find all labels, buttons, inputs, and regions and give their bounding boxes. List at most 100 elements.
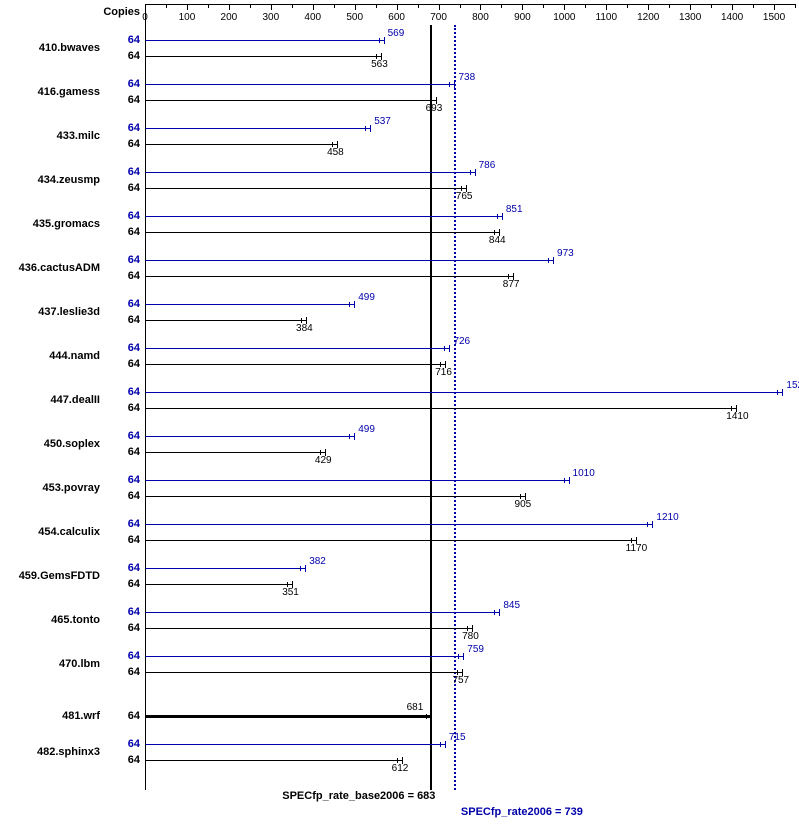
x-tick-label: 1400 <box>721 12 743 23</box>
bar-base <box>145 408 736 409</box>
x-tick <box>397 4 398 10</box>
peak-value: 569 <box>388 28 405 39</box>
x-tick-label: 700 <box>430 12 447 23</box>
copies-base: 64 <box>110 182 140 194</box>
copies-peak: 64 <box>110 298 140 310</box>
copies-base: 64 <box>110 710 140 722</box>
bar-peak-cap <box>454 81 455 88</box>
peak-value: 845 <box>503 600 520 611</box>
base-value: 905 <box>515 499 532 510</box>
bar-peak-cap <box>499 609 500 616</box>
bar-peak-cap <box>449 345 450 352</box>
bar-base <box>145 364 445 365</box>
bar-peak <box>145 40 384 41</box>
bar-base <box>145 584 292 585</box>
bar-peak-serif <box>494 610 495 615</box>
bar-peak <box>145 84 454 85</box>
x-tick-label: 400 <box>304 12 321 23</box>
x-minor-tick <box>418 4 419 8</box>
bar-peak-cap <box>370 125 371 132</box>
x-tick-label: 1100 <box>596 12 618 23</box>
bar-base <box>145 56 381 57</box>
copies-peak: 64 <box>110 34 140 46</box>
copies-base: 64 <box>110 578 140 590</box>
benchmark-name: 453.povray <box>0 482 100 494</box>
copies-peak: 64 <box>110 342 140 354</box>
copies-peak: 64 <box>110 738 140 750</box>
peak-value: 738 <box>458 72 475 83</box>
x-tick-label: 1000 <box>553 12 575 23</box>
base-value: 877 <box>503 279 520 290</box>
x-minor-tick <box>208 4 209 8</box>
x-tick-label: 800 <box>472 12 489 23</box>
bar-peak-serif <box>777 390 778 395</box>
copies-base: 64 <box>110 446 140 458</box>
peak-value: 715 <box>449 732 466 743</box>
copies-peak: 64 <box>110 122 140 134</box>
base-value: 765 <box>456 191 473 202</box>
peak-value: 537 <box>374 116 391 127</box>
copies-base: 64 <box>110 314 140 326</box>
bar-peak-serif <box>444 346 445 351</box>
copies-base: 64 <box>110 50 140 62</box>
bar-peak-serif <box>349 434 350 439</box>
base-value: 681 <box>407 702 424 713</box>
bar-peak-serif <box>497 214 498 219</box>
x-minor-tick <box>543 4 544 8</box>
copies-base: 64 <box>110 490 140 502</box>
copies-base: 64 <box>110 534 140 546</box>
base-value: 1170 <box>626 543 648 554</box>
x-minor-tick <box>711 4 712 8</box>
benchmark-name: 434.zeusmp <box>0 174 100 186</box>
bar-peak-serif <box>349 302 350 307</box>
base-value: 780 <box>462 631 479 642</box>
bar-base <box>145 628 472 629</box>
bar-base <box>145 496 525 497</box>
benchmark-name: 465.tonto <box>0 614 100 626</box>
x-minor-tick <box>501 4 502 8</box>
x-tick <box>774 4 775 10</box>
reference-label: SPECfp_rate2006 = 739 <box>461 806 583 818</box>
bar-peak-cap <box>782 389 783 396</box>
copies-peak: 64 <box>110 430 140 442</box>
peak-value: 726 <box>453 336 470 347</box>
copies-base: 64 <box>110 226 140 238</box>
benchmark-name: 459.GemsFDTD <box>0 570 100 582</box>
bar-peak <box>145 524 652 525</box>
bar-peak-cap <box>502 213 503 220</box>
bar-peak <box>145 172 475 173</box>
bar-peak <box>145 436 354 437</box>
benchmark-name: 482.sphinx3 <box>0 746 100 758</box>
x-tick <box>648 4 649 10</box>
peak-value: 851 <box>506 204 523 215</box>
bar-base-cap <box>431 713 432 720</box>
bar-peak-serif <box>365 126 366 131</box>
x-tick <box>313 4 314 10</box>
bar-peak-cap <box>445 741 446 748</box>
benchmark-name: 410.bwaves <box>0 42 100 54</box>
bar-peak <box>145 656 463 657</box>
benchmark-name: 435.gromacs <box>0 218 100 230</box>
x-tick-label: 1500 <box>763 12 785 23</box>
x-minor-tick <box>753 4 754 8</box>
peak-value: 759 <box>467 644 484 655</box>
x-tick <box>690 4 691 10</box>
bar-peak-cap <box>305 565 306 572</box>
peak-value: 382 <box>309 556 326 567</box>
bar-base <box>145 672 462 673</box>
x-tick <box>732 4 733 10</box>
x-minor-tick <box>669 4 670 8</box>
copies-peak: 64 <box>110 562 140 574</box>
x-minor-tick <box>292 4 293 8</box>
x-tick-label: 900 <box>514 12 531 23</box>
base-value: 716 <box>435 367 452 378</box>
bar-peak-serif <box>449 82 450 87</box>
copies-peak: 64 <box>110 78 140 90</box>
peak-value: 973 <box>557 248 574 259</box>
benchmark-name: 437.leslie3d <box>0 306 100 318</box>
bar-peak-serif <box>564 478 565 483</box>
bar-peak-serif <box>440 742 441 747</box>
base-value: 563 <box>371 59 388 70</box>
bar-peak-cap <box>384 37 385 44</box>
base-value: 351 <box>282 587 299 598</box>
